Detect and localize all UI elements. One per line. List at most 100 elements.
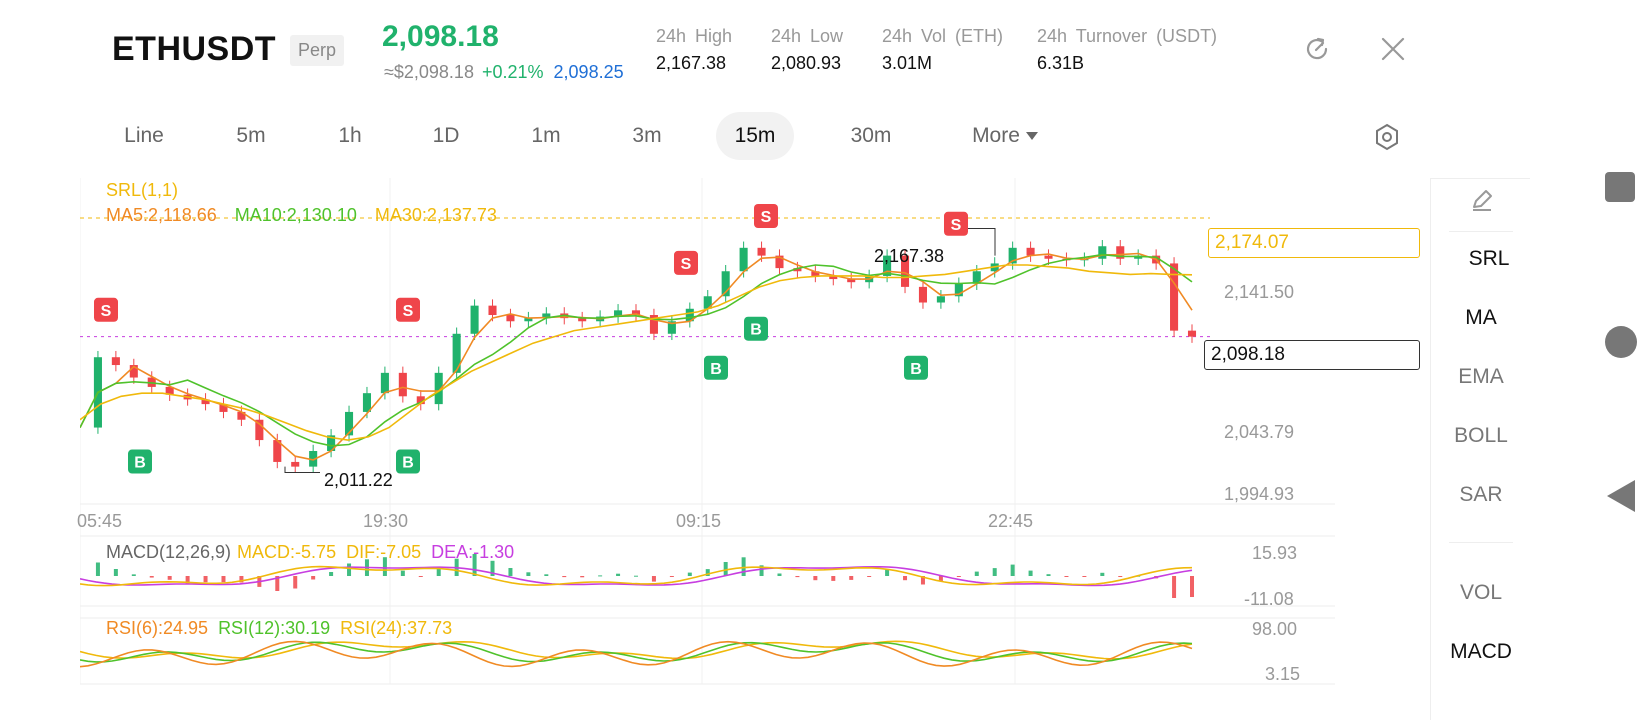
buy-signal xyxy=(904,355,928,380)
tab-line[interactable]: Line xyxy=(124,124,164,147)
candle-body xyxy=(847,279,856,283)
candle-body xyxy=(416,396,425,405)
change-percent: +0.21% xyxy=(481,62,544,82)
tab-1d[interactable]: 1D xyxy=(432,124,460,147)
candle-body xyxy=(344,411,354,436)
tab-more[interactable]: More xyxy=(950,112,1060,160)
macd-histogram-bar xyxy=(221,576,226,583)
signal-label: B xyxy=(910,361,922,378)
dif-line xyxy=(80,565,1193,587)
tab-1h[interactable]: 1h xyxy=(338,124,362,147)
contract-type-badge: Perp xyxy=(290,35,345,66)
tab-3m[interactable]: 3m xyxy=(632,124,662,147)
ma10-value: MA10:2,130.10 xyxy=(234,205,357,225)
macd-histogram-bar xyxy=(1118,576,1123,577)
low-marker-line xyxy=(284,466,320,474)
tool-macd[interactable]: MACD xyxy=(1450,640,1512,663)
candle-body xyxy=(129,365,138,378)
low-price-label: 2,011.22 xyxy=(324,470,393,490)
chart-panel: ETHUSDT Perp 2,098.18 ≈$2,098.18 +0.21% 2,… xyxy=(77,0,1555,720)
macd-histogram-bar xyxy=(347,563,352,576)
close-icon[interactable] xyxy=(1378,34,1408,64)
macd-histogram-bar xyxy=(329,572,334,576)
candle-body xyxy=(201,399,210,405)
stat-24h-high: 24h High 2,167.38 xyxy=(656,26,732,74)
macd-histogram-bar xyxy=(849,576,854,580)
macd-histogram-bar xyxy=(974,571,979,576)
pencil-icon[interactable] xyxy=(1469,187,1495,213)
macd-histogram-bar xyxy=(687,572,692,576)
macd-histogram-bar xyxy=(885,569,890,576)
candle-body xyxy=(434,372,443,405)
stat-24h-volume: 24h Vol (ETH) 3.01M xyxy=(882,26,1003,74)
sell-signal xyxy=(674,250,698,275)
candle-body xyxy=(488,305,497,316)
chart-area[interactable]: S B S B S B B S B S SRL(1,1) MA5:2,118.66 MA10:2,1… xyxy=(77,178,1430,720)
signal-label: S xyxy=(403,303,414,320)
macd-histogram-bar xyxy=(938,576,943,581)
macd-histogram-bar xyxy=(669,576,674,577)
tool-ma[interactable]: MA xyxy=(1465,306,1497,329)
macd-histogram-bar xyxy=(813,576,818,581)
candle-body xyxy=(542,313,551,319)
candle-body xyxy=(972,271,981,284)
candle-body xyxy=(936,296,945,303)
y-tick: 2,141.50 xyxy=(1224,282,1295,302)
tab-5m[interactable]: 5m xyxy=(236,124,266,147)
usd-price: ≈$2,098.18 xyxy=(384,62,474,82)
y-tick: 1,994.93 xyxy=(1224,484,1295,504)
back-button[interactable] xyxy=(1605,478,1637,514)
macd-histogram-bar xyxy=(490,560,495,576)
tool-vol[interactable]: VOL xyxy=(1459,581,1503,604)
stat-value: 3.01M xyxy=(882,53,933,73)
tool-sar[interactable]: SAR xyxy=(1459,483,1503,506)
refresh-icon[interactable] xyxy=(1302,34,1332,64)
candle-body xyxy=(954,283,963,297)
ma30-value: MA30:2,137.73 xyxy=(374,205,497,225)
divider xyxy=(1449,231,1513,232)
macd-histogram-bar xyxy=(777,573,782,576)
candle-body xyxy=(739,247,748,272)
tool-ema[interactable]: EMA xyxy=(1458,365,1504,388)
chart-settings-icon[interactable] xyxy=(1372,122,1402,152)
current-price-tag: 2,098.18 xyxy=(1204,340,1420,370)
chart-canvas[interactable]: S B S B S B B S B S xyxy=(80,178,1335,720)
candle-body xyxy=(1026,247,1035,256)
macd-histogram-bar xyxy=(167,576,172,580)
tab-1m[interactable]: 1m xyxy=(531,124,561,147)
macd-histogram-bar xyxy=(418,576,423,577)
macd-histogram-bar xyxy=(795,576,800,578)
tool-srl[interactable]: SRL xyxy=(1468,247,1510,270)
candle-body xyxy=(398,372,407,397)
candle-body xyxy=(470,305,479,334)
macd-histogram-bar xyxy=(1172,576,1177,598)
x-tick: 19:30 xyxy=(363,511,409,531)
high-marker-line xyxy=(955,227,996,256)
macd-legend: MACD(12,26,9) MACD:-5.75 DIF:-7.05 DEA:-1.3… xyxy=(106,542,532,563)
candle-body xyxy=(1170,263,1179,331)
candle-body xyxy=(811,271,820,276)
candle-body xyxy=(1008,247,1017,264)
candle-body xyxy=(111,357,120,366)
rsi6-line xyxy=(80,640,1193,668)
macd-histogram-bar xyxy=(1046,574,1051,576)
tab-15m[interactable]: 15m xyxy=(716,112,794,160)
candle-body xyxy=(829,275,838,280)
price-subline: ≈$2,098.18 +0.21% 2,098.25 xyxy=(384,62,624,83)
macd-histogram-bar xyxy=(634,575,638,577)
mark-price: 2,098.25 xyxy=(553,62,624,82)
tool-boll[interactable]: BOLL xyxy=(1454,424,1508,447)
recents-button[interactable] xyxy=(1605,172,1635,202)
macd-histogram-bar xyxy=(651,576,656,582)
macd-histogram-bar xyxy=(831,576,836,581)
stat-24h-low: 24h Low 2,080.93 xyxy=(771,26,843,74)
candle-body xyxy=(380,372,389,394)
home-button[interactable] xyxy=(1605,326,1637,358)
caret-down-icon xyxy=(1025,132,1038,141)
dif-value: DIF:-7.05 xyxy=(346,542,422,562)
tab-30m[interactable]: 30m xyxy=(850,124,892,147)
candle-body xyxy=(291,461,300,467)
macd-histogram-bar xyxy=(544,574,549,576)
last-price: 2,098.18 xyxy=(382,20,499,53)
candle-body xyxy=(255,419,264,441)
